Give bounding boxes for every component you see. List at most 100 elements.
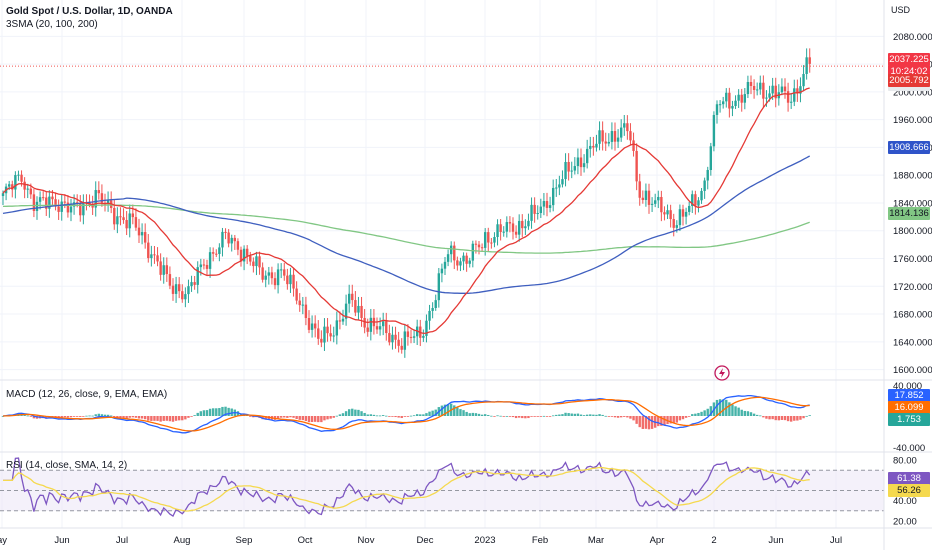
candle-body[interactable] [715, 104, 719, 115]
candle-body[interactable] [317, 328, 320, 339]
signal-line[interactable] [2, 396, 810, 432]
sma100-line[interactable] [2, 155, 811, 294]
candle-body[interactable] [468, 260, 471, 264]
candle-body[interactable] [332, 335, 335, 337]
candle-body[interactable] [613, 131, 617, 142]
candle-body[interactable] [397, 339, 400, 346]
candle-body[interactable] [91, 204, 94, 208]
candle-body[interactable] [168, 274, 172, 286]
candle-body[interactable] [558, 184, 561, 188]
candle-body[interactable] [459, 261, 462, 266]
candle-body[interactable] [190, 282, 193, 287]
candle-body[interactable] [295, 288, 298, 301]
candle-body[interactable] [446, 254, 450, 262]
rsi-line[interactable] [3, 457, 811, 518]
candle-body[interactable] [412, 336, 416, 338]
candle-body[interactable] [774, 85, 777, 99]
candle-body[interactable] [14, 175, 17, 190]
candle-body[interactable] [638, 181, 641, 198]
candle-body[interactable] [762, 82, 765, 99]
candle-body[interactable] [134, 217, 138, 228]
candle-body[interactable] [29, 188, 33, 195]
candle-body[interactable] [728, 92, 731, 109]
candle-body[interactable] [385, 321, 388, 334]
candle-body[interactable] [514, 231, 518, 235]
candle-body[interactable] [230, 237, 233, 244]
candle-body[interactable] [165, 265, 169, 275]
candle-body[interactable] [684, 211, 688, 217]
candle-body[interactable] [437, 273, 441, 301]
candle-body[interactable] [116, 216, 119, 225]
rsi-ma-line[interactable] [3, 466, 810, 512]
candle-body[interactable] [422, 335, 425, 338]
candle-body[interactable] [236, 241, 240, 250]
candle-body[interactable] [511, 223, 515, 232]
candle-body[interactable] [783, 86, 787, 92]
candle-body[interactable] [227, 232, 230, 244]
candle-body[interactable] [82, 202, 85, 216]
candle-body[interactable] [650, 203, 654, 205]
candle-body[interactable] [548, 205, 552, 208]
candle-body[interactable] [137, 227, 141, 236]
candle-body[interactable] [678, 209, 682, 226]
candle-body[interactable] [796, 88, 799, 94]
candle-body[interactable] [11, 184, 14, 190]
candle-body[interactable] [255, 256, 258, 267]
candle-body[interactable] [94, 190, 97, 208]
candle-body[interactable] [675, 225, 679, 228]
candle-body[interactable] [292, 274, 295, 289]
candle-body[interactable] [712, 114, 716, 147]
candle-body[interactable] [434, 300, 437, 308]
candle-body[interactable] [508, 222, 512, 224]
candle-body[interactable] [657, 196, 660, 201]
candle-body[interactable] [440, 268, 444, 274]
candle-body[interactable] [357, 305, 360, 313]
candle-body[interactable] [335, 320, 339, 336]
candle-body[interactable] [721, 101, 725, 105]
candle-body[interactable] [23, 181, 26, 190]
candle-body[interactable] [313, 323, 317, 329]
candle-body[interactable] [347, 293, 351, 304]
candle-body[interactable] [218, 247, 221, 254]
candle-body[interactable] [521, 220, 524, 229]
candle-body[interactable] [406, 331, 410, 337]
candle-body[interactable] [731, 106, 734, 109]
candle-body[interactable] [221, 231, 224, 248]
candle-body[interactable] [310, 323, 314, 330]
candle-body[interactable] [177, 284, 181, 292]
candle-body[interactable] [400, 345, 403, 350]
candle-body[interactable] [653, 200, 657, 204]
candle-body[interactable] [326, 326, 329, 334]
candle-body[interactable] [159, 261, 162, 275]
candle-body[interactable] [493, 237, 496, 243]
candle-body[interactable] [490, 242, 493, 244]
candle-body[interactable] [567, 162, 570, 172]
candle-body[interactable] [802, 73, 805, 87]
candle-body[interactable] [449, 245, 453, 255]
candle-body[interactable] [264, 275, 267, 280]
candle-body[interactable] [755, 89, 759, 91]
candle-body[interactable] [786, 91, 790, 103]
candle-body[interactable] [394, 334, 397, 340]
candle-body[interactable] [20, 174, 23, 182]
candle-body[interactable] [270, 272, 274, 279]
candle-body[interactable] [273, 278, 277, 286]
candle-body[interactable] [592, 145, 595, 148]
candle-body[interactable] [610, 131, 614, 142]
candle-body[interactable] [97, 190, 101, 194]
candle-body[interactable] [585, 148, 589, 164]
candle-body[interactable] [354, 300, 357, 313]
candle-body[interactable] [805, 57, 808, 74]
candle-body[interactable] [60, 201, 63, 212]
candle-body[interactable] [687, 205, 691, 212]
candle-body[interactable] [187, 286, 190, 295]
candle-body[interactable] [601, 130, 604, 142]
candle-body[interactable] [181, 291, 184, 300]
candle-body[interactable] [425, 320, 428, 336]
candle-body[interactable] [174, 284, 178, 294]
candle-body[interactable] [131, 213, 135, 218]
candle-body[interactable] [474, 243, 478, 245]
candle-body[interactable] [619, 127, 623, 138]
candle-body[interactable] [1, 193, 5, 197]
candle-body[interactable] [487, 232, 490, 243]
